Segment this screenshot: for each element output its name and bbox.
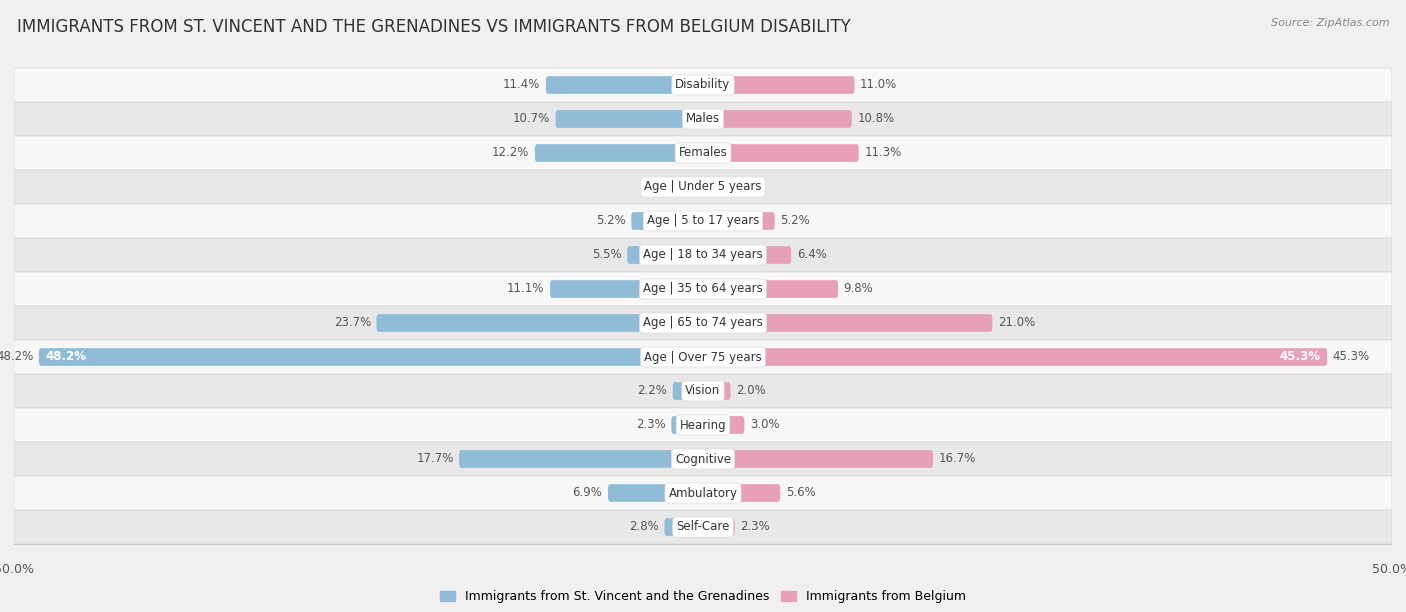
Text: Age | Under 5 years: Age | Under 5 years [644,181,762,193]
FancyBboxPatch shape [703,110,852,128]
Text: Age | 65 to 74 years: Age | 65 to 74 years [643,316,763,329]
Text: Males: Males [686,113,720,125]
FancyBboxPatch shape [703,416,744,434]
Text: 2.0%: 2.0% [737,384,766,398]
FancyBboxPatch shape [14,272,1392,306]
FancyBboxPatch shape [377,314,703,332]
FancyBboxPatch shape [14,204,1392,238]
FancyBboxPatch shape [14,476,1392,510]
FancyBboxPatch shape [631,212,703,230]
FancyBboxPatch shape [14,102,1392,136]
Text: Females: Females [679,146,727,160]
FancyBboxPatch shape [14,340,1392,374]
FancyBboxPatch shape [703,382,731,400]
Text: Vision: Vision [685,384,721,398]
FancyBboxPatch shape [703,314,993,332]
Text: Hearing: Hearing [679,419,727,431]
FancyBboxPatch shape [555,110,703,128]
FancyBboxPatch shape [14,68,1392,102]
Text: Self-Care: Self-Care [676,520,730,534]
Text: 11.1%: 11.1% [508,283,544,296]
FancyBboxPatch shape [703,212,775,230]
Text: 5.2%: 5.2% [780,214,810,228]
Text: 45.3%: 45.3% [1279,351,1320,364]
FancyBboxPatch shape [703,144,859,162]
Text: Age | Over 75 years: Age | Over 75 years [644,351,762,364]
Text: 16.7%: 16.7% [939,452,976,466]
Text: 2.8%: 2.8% [628,520,659,534]
FancyBboxPatch shape [14,136,1392,170]
Text: 45.3%: 45.3% [1333,351,1369,364]
Text: 17.7%: 17.7% [416,452,454,466]
FancyBboxPatch shape [703,484,780,502]
Text: IMMIGRANTS FROM ST. VINCENT AND THE GRENADINES VS IMMIGRANTS FROM BELGIUM DISABI: IMMIGRANTS FROM ST. VINCENT AND THE GREN… [17,18,851,36]
Text: 3.0%: 3.0% [749,419,779,431]
FancyBboxPatch shape [627,246,703,264]
Text: 5.2%: 5.2% [596,214,626,228]
Text: 12.2%: 12.2% [492,146,530,160]
FancyBboxPatch shape [460,450,703,468]
FancyBboxPatch shape [14,510,1392,544]
Text: 10.7%: 10.7% [513,113,550,125]
FancyBboxPatch shape [692,178,703,196]
FancyBboxPatch shape [665,518,703,536]
FancyBboxPatch shape [703,518,735,536]
Text: 2.3%: 2.3% [636,419,666,431]
FancyBboxPatch shape [14,170,1392,204]
Legend: Immigrants from St. Vincent and the Grenadines, Immigrants from Belgium: Immigrants from St. Vincent and the Gren… [434,585,972,608]
FancyBboxPatch shape [14,408,1392,442]
Text: 9.8%: 9.8% [844,283,873,296]
Text: Ambulatory: Ambulatory [668,487,738,499]
Text: 11.3%: 11.3% [865,146,901,160]
FancyBboxPatch shape [672,382,703,400]
Text: 23.7%: 23.7% [333,316,371,329]
FancyBboxPatch shape [14,306,1392,340]
Text: 5.6%: 5.6% [786,487,815,499]
FancyBboxPatch shape [607,484,703,502]
FancyBboxPatch shape [534,144,703,162]
Text: 5.5%: 5.5% [592,248,621,261]
Text: Age | 18 to 34 years: Age | 18 to 34 years [643,248,763,261]
FancyBboxPatch shape [14,442,1392,476]
FancyBboxPatch shape [546,76,703,94]
Text: 1.3%: 1.3% [727,181,756,193]
Text: Age | 5 to 17 years: Age | 5 to 17 years [647,214,759,228]
Text: Disability: Disability [675,78,731,92]
Text: 6.4%: 6.4% [797,248,827,261]
Text: 0.79%: 0.79% [650,181,686,193]
FancyBboxPatch shape [39,348,703,366]
Text: 11.4%: 11.4% [503,78,540,92]
FancyBboxPatch shape [671,416,703,434]
Text: 21.0%: 21.0% [998,316,1035,329]
FancyBboxPatch shape [703,178,721,196]
Text: 11.0%: 11.0% [860,78,897,92]
FancyBboxPatch shape [703,348,1327,366]
FancyBboxPatch shape [703,246,792,264]
Text: Source: ZipAtlas.com: Source: ZipAtlas.com [1271,18,1389,28]
FancyBboxPatch shape [703,280,838,298]
Text: Cognitive: Cognitive [675,452,731,466]
Text: Age | 35 to 64 years: Age | 35 to 64 years [643,283,763,296]
FancyBboxPatch shape [14,238,1392,272]
Text: 48.2%: 48.2% [0,351,34,364]
FancyBboxPatch shape [703,76,855,94]
Text: 48.2%: 48.2% [46,351,87,364]
FancyBboxPatch shape [703,450,934,468]
Text: 6.9%: 6.9% [572,487,602,499]
Text: 2.3%: 2.3% [740,520,770,534]
Text: 2.2%: 2.2% [637,384,668,398]
FancyBboxPatch shape [550,280,703,298]
FancyBboxPatch shape [14,374,1392,408]
Text: 10.8%: 10.8% [858,113,894,125]
